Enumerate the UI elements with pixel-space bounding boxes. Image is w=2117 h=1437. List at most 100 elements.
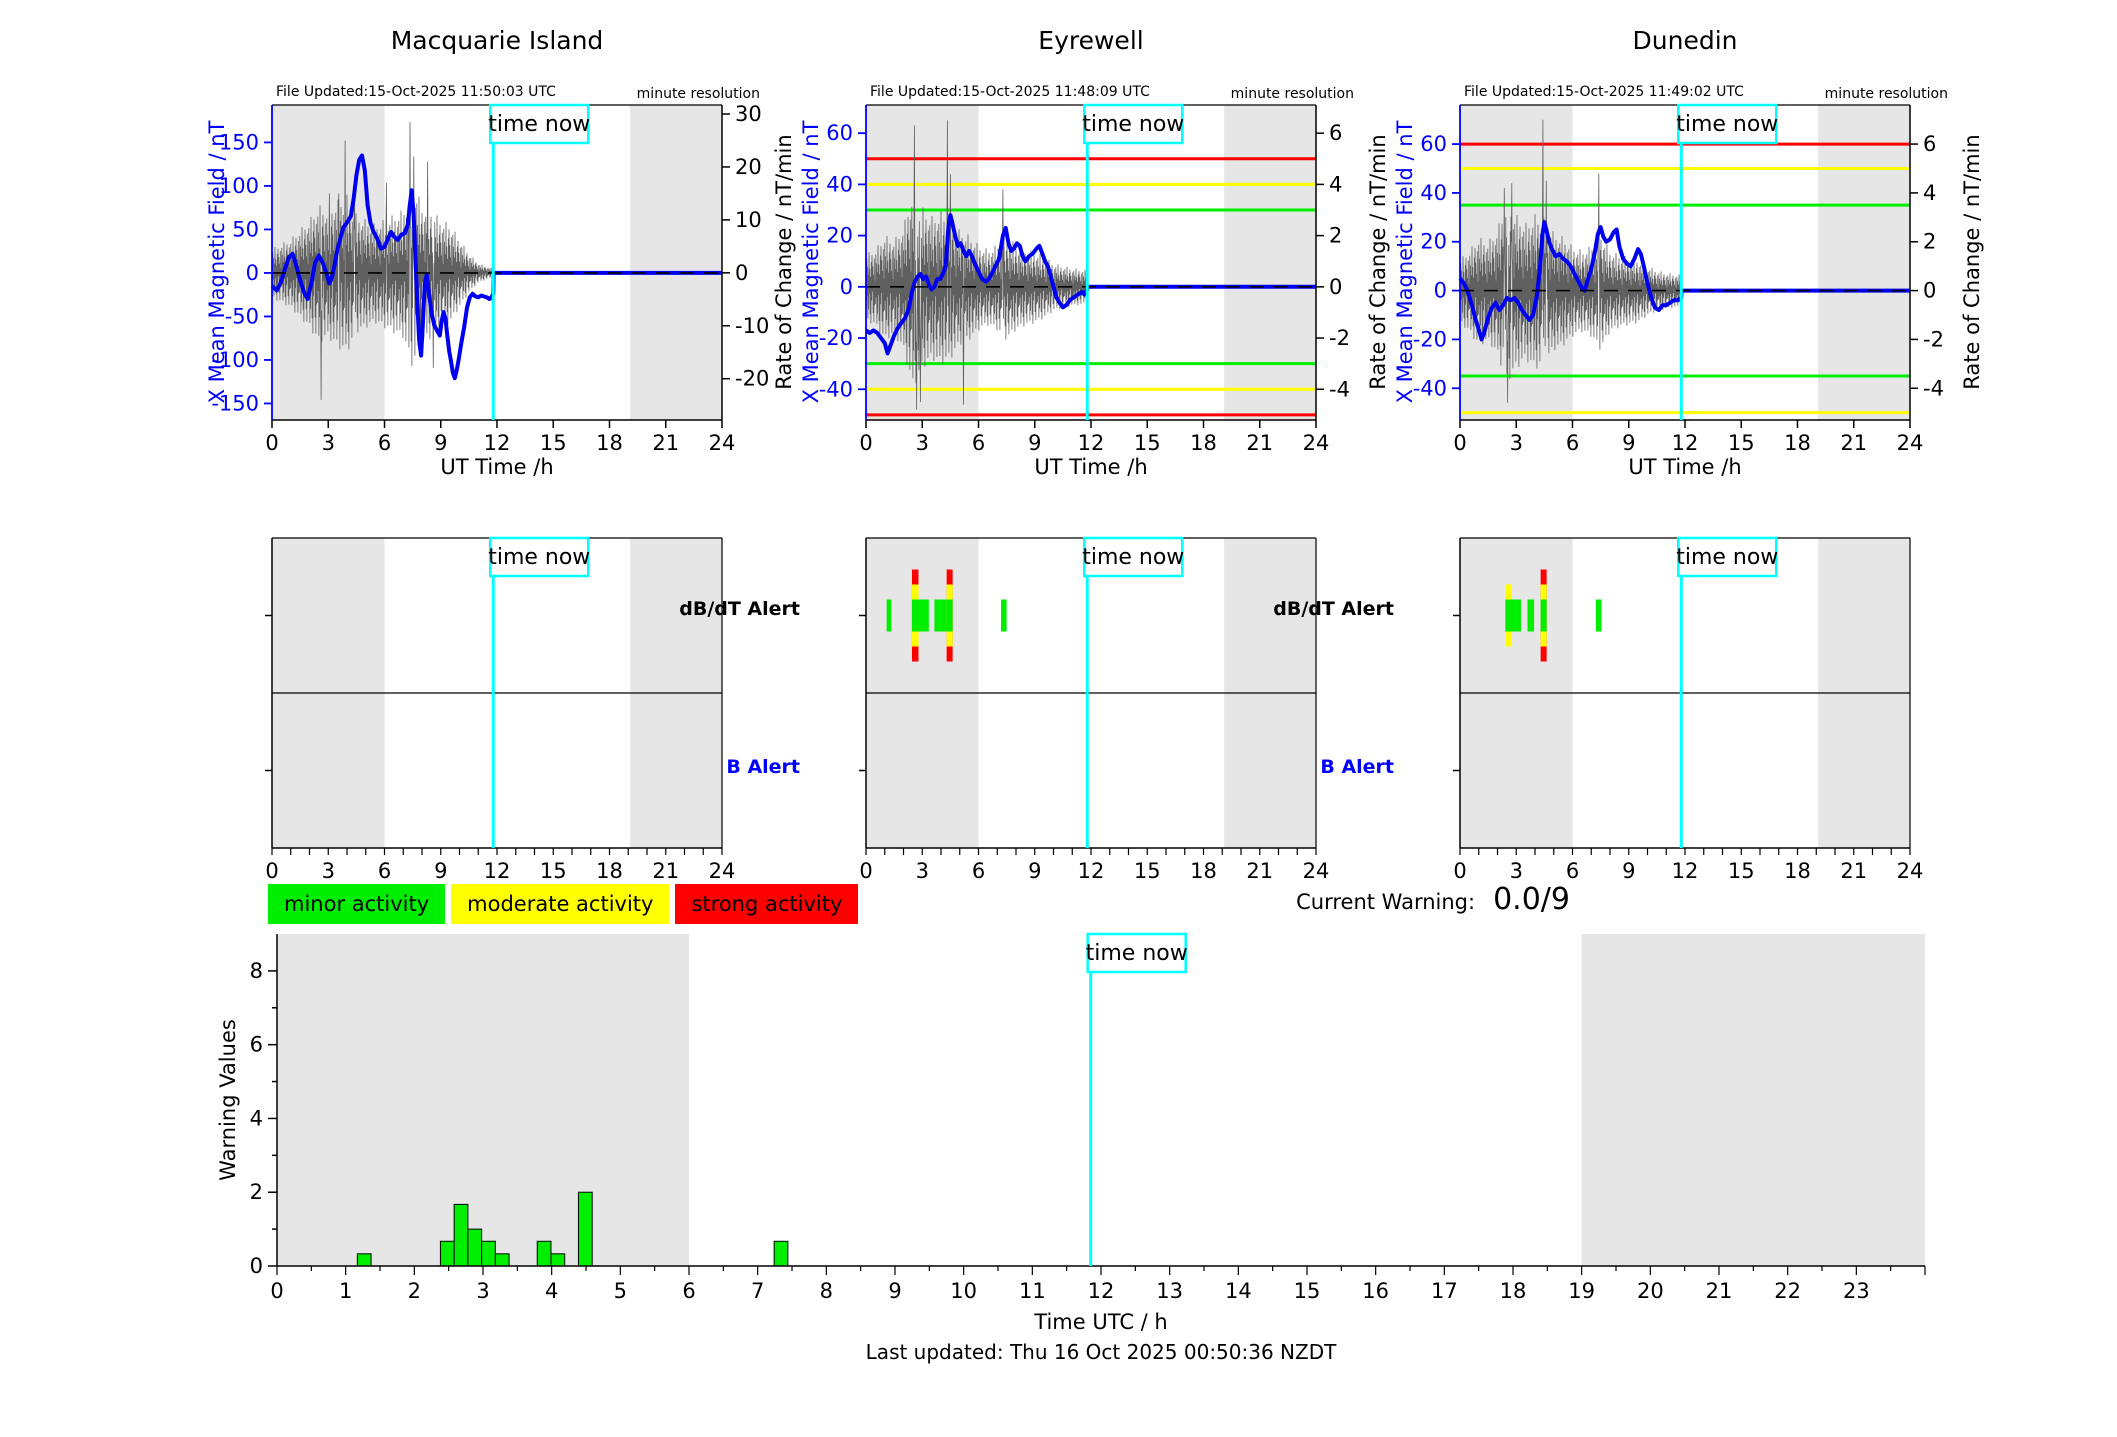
- svg-text:30: 30: [735, 102, 762, 126]
- svg-text:6: 6: [1566, 859, 1579, 883]
- svg-text:21: 21: [652, 431, 679, 455]
- svg-text:0: 0: [265, 431, 278, 455]
- svg-text:9: 9: [1028, 431, 1041, 455]
- svg-text:0: 0: [840, 275, 853, 299]
- db-dt-alert-segment-green: [886, 599, 892, 632]
- time-now-label: time now: [1676, 545, 1778, 570]
- activity-legend: minor activity moderate activity strong …: [268, 884, 859, 924]
- svg-text:60: 60: [1420, 132, 1447, 156]
- svg-text:-40: -40: [819, 377, 853, 401]
- svg-text:0: 0: [859, 859, 872, 883]
- svg-text:15: 15: [540, 431, 567, 455]
- mean-field-trace: [864, 213, 1316, 356]
- station-chart-2: 0 3 6 9 12 15 18 21 246040200-20-406420-2-4time …: [1413, 103, 1944, 455]
- ylabel-warning-values: Warning Values: [216, 1019, 240, 1181]
- svg-text:8: 8: [820, 1279, 833, 1303]
- xlabel-ut-time: UT Time /h: [1034, 455, 1148, 479]
- mean-field-trace: [270, 153, 722, 381]
- svg-text:24: 24: [1897, 859, 1924, 883]
- xlabel-ut-time: UT Time /h: [1628, 455, 1742, 479]
- svg-text:12: 12: [1078, 859, 1105, 883]
- svg-text:20: 20: [735, 155, 762, 179]
- time-now-label: time now: [1082, 112, 1184, 137]
- svg-text:6: 6: [972, 431, 985, 455]
- svg-text:6: 6: [1566, 431, 1579, 455]
- svg-text:1: 1: [339, 1279, 352, 1303]
- current-warning-label: Current Warning:: [1296, 890, 1476, 914]
- station-chart-1: 0 3 6 9 12 15 18 21 246040200-20-406420-2-4time …: [819, 103, 1350, 455]
- svg-text:15: 15: [540, 859, 567, 883]
- svg-text:12: 12: [484, 431, 511, 455]
- db-dt-alert-segment-green: [1001, 599, 1007, 632]
- ylabel-rate-of-change: Rate of Change / nT/min: [1366, 134, 1390, 390]
- warning-bar: [550, 1253, 566, 1267]
- svg-text:8: 8: [250, 959, 263, 983]
- svg-text:4: 4: [1329, 172, 1342, 196]
- svg-text:18: 18: [596, 431, 623, 455]
- xlabel-time-utc: Time UTC / h: [1034, 1310, 1168, 1334]
- svg-text:18: 18: [1500, 1279, 1527, 1303]
- svg-text:21: 21: [1706, 1279, 1733, 1303]
- svg-text:2: 2: [250, 1180, 263, 1204]
- svg-text:7: 7: [751, 1279, 764, 1303]
- warning-bar: [577, 1191, 593, 1267]
- warning-bar: [439, 1240, 455, 1267]
- db-dt-alert-segment-green: [1595, 599, 1602, 632]
- svg-text:0: 0: [1923, 279, 1936, 303]
- file-updated-eyrewell: File Updated:15-Oct-2025 11:48:09 UTC: [870, 84, 1150, 100]
- svg-text:18: 18: [1190, 859, 1217, 883]
- svg-text:3: 3: [1510, 859, 1523, 883]
- svg-text:-150: -150: [211, 391, 259, 415]
- db-dt-alert-label: dB/dT Alert: [679, 598, 800, 620]
- svg-text:6: 6: [250, 1033, 263, 1057]
- ylabel-rate-of-change: Rate of Change / nT/min: [772, 134, 796, 390]
- svg-text:-2: -2: [1329, 326, 1350, 350]
- svg-text:4: 4: [545, 1279, 558, 1303]
- svg-text:15: 15: [1134, 859, 1161, 883]
- svg-text:3: 3: [322, 431, 335, 455]
- station-chart-0: 0 3 6 9 12 15 18 21 24150100500-50-100-150302010…: [211, 102, 769, 455]
- db-dt-alert-segment-green: [918, 599, 929, 632]
- ylabel-mean-field: X Mean Magnetic Field / nT: [799, 120, 823, 404]
- warning-bar: [494, 1253, 510, 1267]
- svg-text:3: 3: [1510, 431, 1523, 455]
- svg-text:-50: -50: [225, 304, 259, 328]
- svg-text:-10: -10: [735, 314, 769, 338]
- alert-panel-1: 0 3 6 9 12 15 18 21 24 time now: [859, 536, 1329, 883]
- svg-text:150: 150: [219, 130, 259, 154]
- time-now-label: time now: [488, 545, 590, 570]
- svg-text:0: 0: [1453, 431, 1466, 455]
- svg-text:10: 10: [950, 1279, 977, 1303]
- svg-text:4: 4: [1923, 181, 1936, 205]
- rate-of-change-trace: [865, 120, 1088, 410]
- svg-text:-40: -40: [1413, 376, 1447, 400]
- svg-text:100: 100: [219, 174, 259, 198]
- svg-text:21: 21: [1840, 859, 1867, 883]
- svg-text:24: 24: [709, 431, 736, 455]
- mean-field-trace: [1458, 220, 1910, 342]
- time-now-label: time now: [1086, 941, 1188, 966]
- svg-text:5: 5: [614, 1279, 627, 1303]
- xlabel-ut-time: UT Time /h: [440, 455, 554, 479]
- current-warning-value: 0.0/9: [1493, 882, 1570, 917]
- svg-text:9: 9: [888, 1279, 901, 1303]
- svg-text:9: 9: [1028, 859, 1041, 883]
- svg-text:-2: -2: [1923, 327, 1944, 351]
- legend-strong-activity: strong activity: [675, 884, 859, 924]
- svg-text:9: 9: [434, 859, 447, 883]
- ylabel-mean-field: X Mean Magnetic Field / nT: [205, 120, 229, 404]
- svg-text:-20: -20: [735, 367, 769, 391]
- station-title-macquarie: Macquarie Island: [390, 26, 604, 55]
- file-updated-dunedin: File Updated:15-Oct-2025 11:49:02 UTC: [1464, 84, 1744, 100]
- svg-text:15: 15: [1728, 431, 1755, 455]
- svg-text:2: 2: [1923, 230, 1936, 254]
- svg-text:23: 23: [1843, 1279, 1870, 1303]
- svg-text:18: 18: [1784, 431, 1811, 455]
- svg-text:12: 12: [1078, 431, 1105, 455]
- svg-text:0: 0: [735, 261, 748, 285]
- svg-text:18: 18: [1784, 859, 1811, 883]
- minute-resolution-label: minute resolution: [1230, 86, 1354, 102]
